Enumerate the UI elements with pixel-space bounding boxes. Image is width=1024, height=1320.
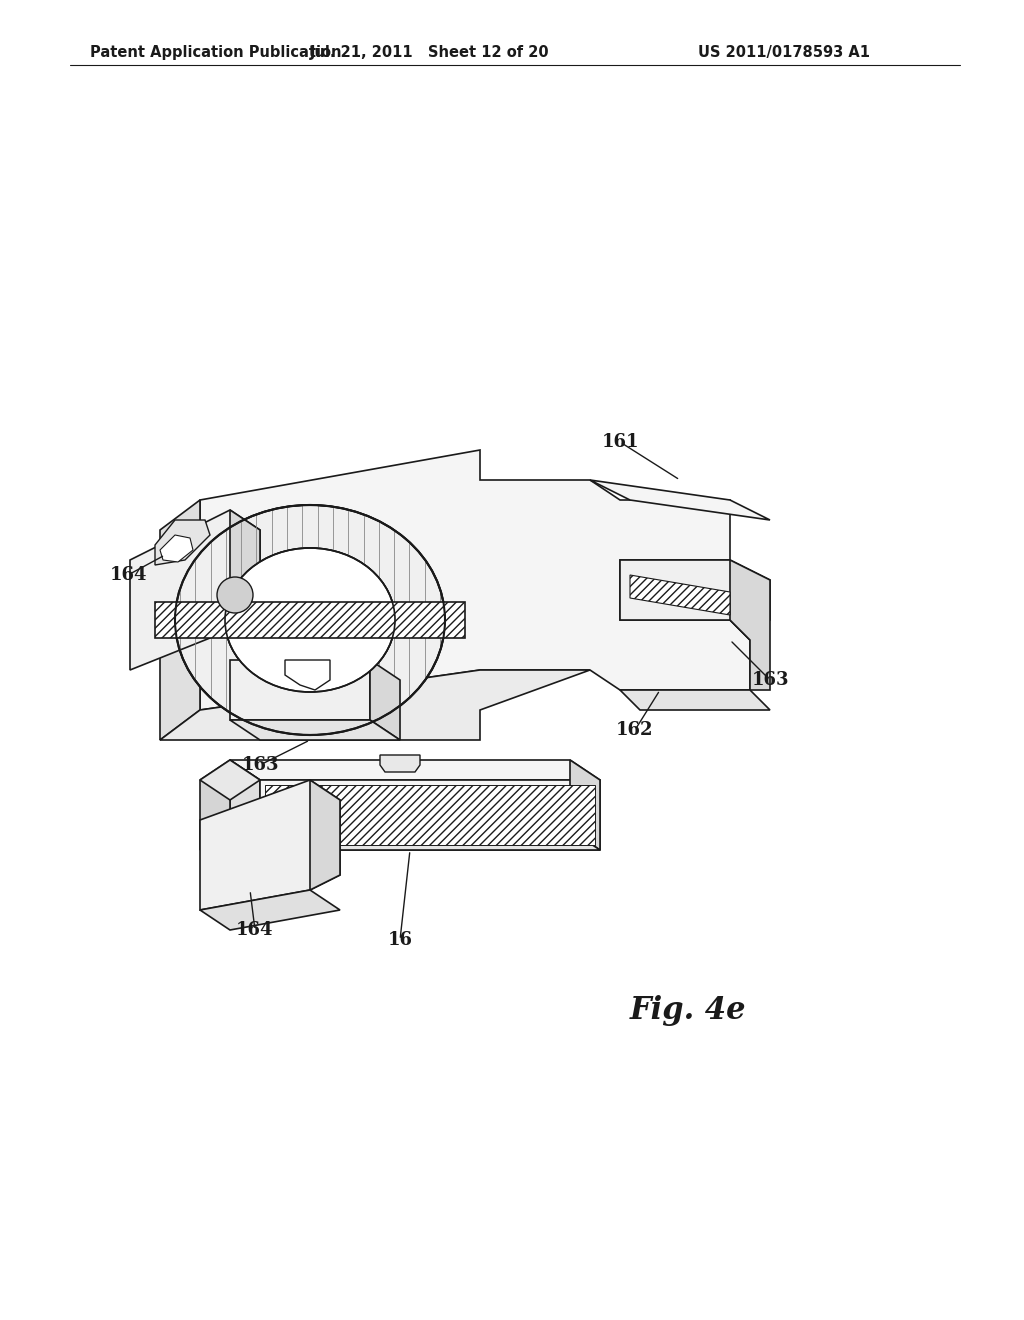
Polygon shape <box>620 560 770 640</box>
Text: 16: 16 <box>387 931 413 949</box>
Polygon shape <box>265 785 595 845</box>
Text: 164: 164 <box>237 921 273 939</box>
Polygon shape <box>570 760 600 850</box>
Text: 163: 163 <box>242 756 279 774</box>
Text: 164: 164 <box>110 566 146 583</box>
Polygon shape <box>200 760 230 850</box>
Polygon shape <box>380 755 420 772</box>
Polygon shape <box>730 560 770 690</box>
Text: 161: 161 <box>601 433 639 451</box>
Polygon shape <box>310 780 340 890</box>
Polygon shape <box>370 660 400 741</box>
Polygon shape <box>230 760 260 850</box>
Polygon shape <box>160 671 590 741</box>
Circle shape <box>217 577 253 612</box>
Polygon shape <box>200 780 340 909</box>
Polygon shape <box>260 780 600 850</box>
Polygon shape <box>230 510 260 630</box>
Text: Jul. 21, 2011   Sheet 12 of 20: Jul. 21, 2011 Sheet 12 of 20 <box>310 45 550 59</box>
Polygon shape <box>130 510 260 671</box>
Polygon shape <box>200 890 340 931</box>
PathPatch shape <box>175 506 445 735</box>
Polygon shape <box>230 760 600 780</box>
Polygon shape <box>590 480 770 520</box>
Polygon shape <box>155 602 465 638</box>
Text: Patent Application Publication: Patent Application Publication <box>90 45 341 59</box>
Polygon shape <box>200 760 260 800</box>
Polygon shape <box>160 535 193 562</box>
Text: 163: 163 <box>752 671 788 689</box>
Polygon shape <box>155 520 210 565</box>
Polygon shape <box>620 690 770 710</box>
Polygon shape <box>630 576 730 615</box>
Polygon shape <box>160 500 200 741</box>
Polygon shape <box>230 660 370 719</box>
Polygon shape <box>200 450 750 710</box>
Text: Fig. 4e: Fig. 4e <box>630 994 746 1026</box>
Text: US 2011/0178593 A1: US 2011/0178593 A1 <box>698 45 870 59</box>
Polygon shape <box>230 719 400 741</box>
Polygon shape <box>230 830 600 850</box>
Text: 162: 162 <box>616 721 653 739</box>
Ellipse shape <box>225 548 395 692</box>
Polygon shape <box>285 660 330 690</box>
